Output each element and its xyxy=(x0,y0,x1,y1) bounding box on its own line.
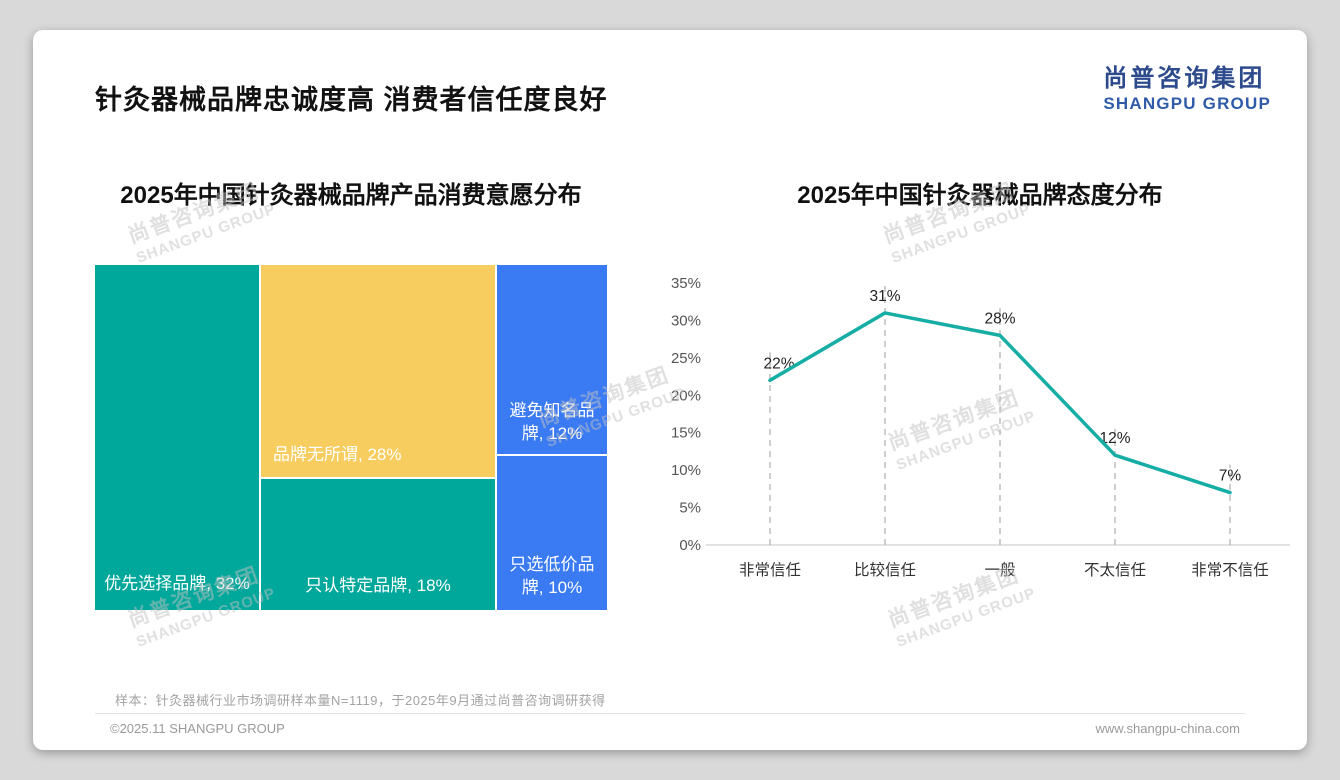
svg-text:31%: 31% xyxy=(869,288,900,305)
svg-text:非常不信任: 非常不信任 xyxy=(1191,561,1269,579)
attitude-line-chart: 0% 5% 10% 15% 20% 25% 30% 35% 非常信任 22% 比较信任 31% 一般 28… xyxy=(671,275,1290,579)
svg-text:非常信任: 非常信任 xyxy=(739,561,801,579)
page-title: 针灸器械品牌忠诚度高 消费者信任度良好 xyxy=(95,85,608,115)
svg-text:28%: 28% xyxy=(984,310,1015,327)
svg-text:12%: 12% xyxy=(1099,430,1130,447)
treemap-block-avoid-famous: 避免知名品牌, 12% xyxy=(497,265,607,454)
treemap-block-specific-brand: 只认特定品牌, 18% xyxy=(261,479,495,610)
logo-english-name: SHANGPU GROUP xyxy=(1103,94,1271,113)
treemap-block-low-price: 只选低价品牌, 10% xyxy=(497,456,607,610)
website-link[interactable]: www.shangpu-china.com xyxy=(1095,721,1240,736)
treemap-chart-title: 2025年中国针灸器械品牌产品消费意愿分布 xyxy=(120,182,582,209)
svg-text:5%: 5% xyxy=(679,500,701,517)
svg-text:0%: 0% xyxy=(679,537,701,554)
footer-divider xyxy=(95,713,1245,714)
slide-card: 针灸器械品牌忠诚度高 消费者信任度良好 尚普咨询集团 SHANGPU GROUP… xyxy=(33,30,1307,750)
sample-note: 样本：针灸器械行业市场调研样本量N=1119，于2025年9月通过尚普咨询调研获… xyxy=(115,693,606,708)
svg-text:比较信任: 比较信任 xyxy=(854,561,916,579)
company-logo: 尚普咨询集团 SHANGPU GROUP xyxy=(1103,58,1271,114)
svg-text:35%: 35% xyxy=(671,275,701,292)
consumption-willingness-treemap: 优先选择品牌, 32% 品牌无所谓, 28% 只认特定品牌, 18% 避免知名品… xyxy=(95,265,607,610)
logo-chinese-name: 尚普咨询集团 xyxy=(1103,65,1266,92)
svg-text:10%: 10% xyxy=(671,462,701,479)
svg-text:20%: 20% xyxy=(671,387,701,404)
svg-text:一般: 一般 xyxy=(984,561,1015,579)
line-chart-title: 2025年中国针灸器械品牌态度分布 xyxy=(797,182,1163,209)
svg-text:30%: 30% xyxy=(671,312,701,329)
treemap-block-prefer-brand: 优先选择品牌, 32% xyxy=(95,265,259,610)
svg-text:不太信任: 不太信任 xyxy=(1084,561,1146,579)
svg-text:22%: 22% xyxy=(763,355,794,372)
svg-text:25%: 25% xyxy=(671,350,701,367)
treemap-block-brand-indifferent: 品牌无所谓, 28% xyxy=(261,265,495,477)
svg-text:7%: 7% xyxy=(1219,468,1242,485)
svg-text:15%: 15% xyxy=(671,425,701,442)
copyright-text: ©2025.11 SHANGPU GROUP xyxy=(110,721,285,736)
watermark-en: SHANGPU GROUP xyxy=(134,200,279,268)
